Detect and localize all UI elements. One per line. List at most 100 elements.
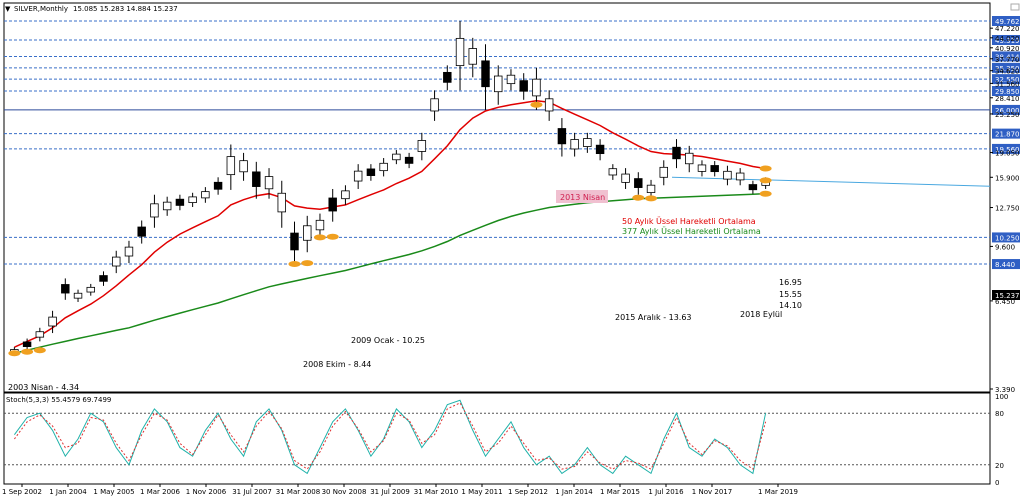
- x-tick-label: 1 Sep 2002: [2, 488, 42, 496]
- candle: [735, 168, 745, 186]
- y-tick-label: 34.620: [995, 68, 1020, 76]
- stoch-level-label: 0: [995, 479, 999, 487]
- ema50-line: [14, 100, 766, 348]
- current-price-label: 15.237: [995, 292, 1020, 300]
- x-tick-label: 1 Jan 2004: [49, 488, 87, 496]
- candle: [494, 65, 503, 105]
- marker-point: [759, 190, 772, 197]
- annotation-2003: 2003 Nisan - 4.34: [8, 383, 79, 392]
- y-tick-label: 44.020: [995, 35, 1020, 43]
- dropdown-arrow-icon[interactable]: ▼: [5, 5, 11, 13]
- y-tick-label: 37.770: [995, 56, 1020, 64]
- y-tick-label: 25.250: [995, 111, 1020, 119]
- marker-point: [301, 260, 314, 267]
- level-tag: [992, 34, 1020, 45]
- expert-icon[interactable]: [1010, 3, 1020, 11]
- candle: [468, 37, 477, 78]
- stoch-level-label: 100: [995, 393, 1008, 401]
- candle: [557, 118, 567, 157]
- x-tick-label: 1 May 2011: [461, 488, 502, 496]
- x-tick-label: 31 Mar 2008: [276, 488, 320, 496]
- x-tick-label: 1 Mar 2019: [758, 488, 798, 496]
- candle: [506, 69, 516, 91]
- level-tag: [992, 232, 1020, 243]
- candle: [430, 90, 439, 121]
- current-price-tag: [992, 290, 1020, 300]
- stoch-signal-line: [13, 402, 767, 470]
- x-tick-label: 1 Jan 2014: [555, 488, 593, 496]
- candle: [595, 139, 605, 161]
- annotation-2013-bg: [556, 190, 608, 203]
- marker-point: [530, 101, 543, 108]
- candle: [303, 215, 312, 253]
- candle: [404, 152, 414, 169]
- legend-ema377: 377 Aylık Üssel Hareketli Ortalama: [622, 226, 761, 236]
- level-tag: [992, 259, 1020, 270]
- x-tick-label: 1 Jul 2016: [648, 488, 684, 496]
- y-tick-label: 31.560: [995, 80, 1020, 88]
- level-tag: [992, 16, 1020, 26]
- annotation-2013: 2013 Nisan: [560, 193, 605, 202]
- marker-point: [33, 347, 46, 354]
- y-tick-label: 28.410: [995, 95, 1020, 103]
- candle: [672, 139, 681, 169]
- x-tick-label: 1 Mar 2006: [140, 488, 180, 496]
- stoch-levels: 100 80 20 0: [4, 393, 1008, 487]
- candle: [162, 196, 172, 216]
- marker-point: [8, 350, 21, 357]
- x-tick-label: 30 Nov 2008: [322, 488, 367, 496]
- level-label: 32.550: [995, 76, 1020, 84]
- y-tick-label: 19.050: [995, 150, 1020, 158]
- candle: [723, 165, 732, 186]
- candle: [685, 145, 694, 173]
- candle: [379, 158, 388, 177]
- candle: [252, 161, 261, 199]
- level-label: 10.250: [995, 234, 1020, 242]
- marker-point: [645, 195, 658, 202]
- y-tick-label: 12.750: [995, 205, 1020, 213]
- annotation-2018: 2018 Eylül: [740, 310, 782, 319]
- stoch-label: Stoch(5,3,3) 55.4579 69.7499: [6, 396, 111, 404]
- y-tick-label: 47.220: [995, 25, 1020, 33]
- candle: [201, 187, 210, 203]
- level-tag: [992, 62, 1020, 73]
- price-axis: 47.220 44.020 40.920 37.770 34.620 31.560 28.4…: [990, 25, 1020, 394]
- level-tag: [992, 86, 1020, 97]
- candle: [86, 283, 95, 296]
- annotation-1410: 14.10: [779, 301, 802, 310]
- candle: [659, 160, 668, 186]
- candle: [748, 180, 758, 194]
- x-tick-label: 1 Mar 2015: [600, 488, 640, 496]
- x-tick-label: 31 Jul 2007: [232, 488, 272, 496]
- ema50-polyline: [14, 100, 766, 348]
- annotation-1555: 15.55: [779, 290, 802, 299]
- stoch-level-label: 20: [995, 462, 1004, 470]
- candle: [455, 21, 465, 91]
- candle: [239, 152, 248, 181]
- indicator-plot-area: [3, 392, 991, 485]
- level-tag: [992, 128, 1020, 139]
- stoch-lines: [13, 399, 767, 475]
- candle: [443, 65, 452, 91]
- marker-point: [21, 348, 34, 355]
- candle: [353, 164, 363, 189]
- annotation-2009: 2009 Ocak - 10.25: [351, 336, 425, 345]
- x-tick-label: 31 Jul 2009: [370, 488, 410, 496]
- level-label: 19.560: [995, 146, 1020, 154]
- candle: [35, 327, 45, 342]
- candle: [341, 185, 350, 205]
- level-label: 29.850: [995, 88, 1020, 96]
- x-tick-label: 1 Nov 2006: [186, 488, 227, 496]
- x-tick-label: 1 Sep 2012: [508, 488, 548, 496]
- candle: [315, 213, 325, 238]
- level-label: 38.414: [995, 53, 1020, 61]
- level-label: 43.319: [995, 37, 1020, 45]
- candle: [366, 164, 376, 181]
- candle: [48, 310, 57, 334]
- candles: [10, 21, 770, 356]
- candle: [112, 250, 121, 274]
- candle: [697, 160, 707, 177]
- candle: [213, 177, 223, 195]
- candle: [710, 161, 719, 177]
